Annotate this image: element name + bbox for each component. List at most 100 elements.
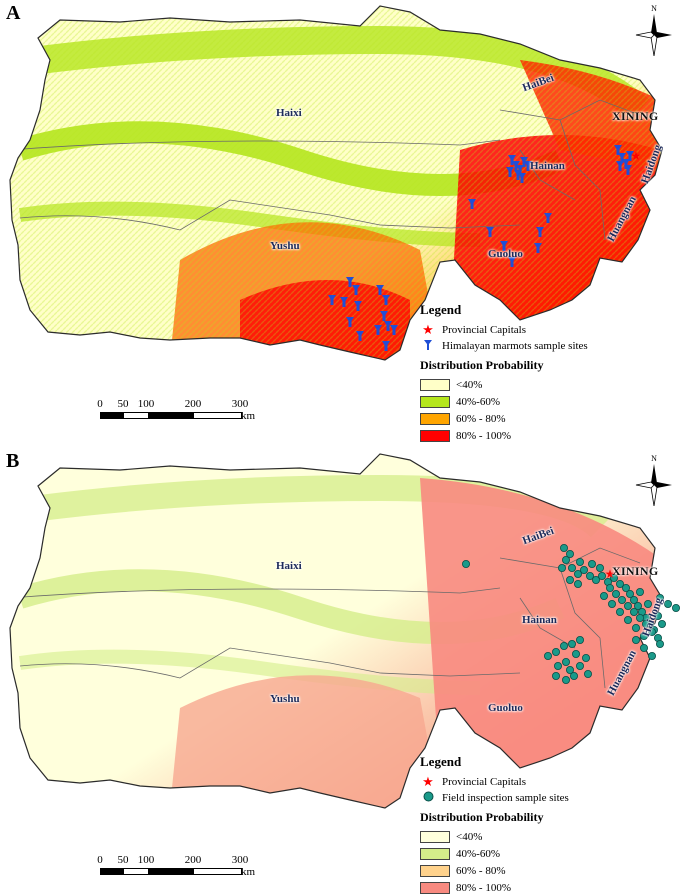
teal-circle-icon [658, 619, 667, 628]
scale-bar-b: 0 50 100 200 300 km [97, 854, 260, 878]
marmot-pin-icon [518, 173, 526, 183]
teal-circle-icon [558, 564, 567, 573]
class-label: <40% [456, 830, 483, 843]
teal-circle-icon [572, 649, 581, 658]
marmot-pin-icon [508, 257, 516, 267]
teal-circle-icon [576, 661, 585, 670]
legend-class-row: 40%-60% [420, 393, 588, 410]
teal-circle-icon [582, 653, 591, 662]
teal-circle-icon [598, 572, 607, 581]
teal-circle-icon [644, 599, 653, 608]
panel-a: ★ A Haixi HaiBei XINING Haidong Hainan H… [0, 0, 685, 447]
teal-circle-icon [562, 657, 571, 666]
place-label-guoluo: Guoluo [488, 702, 523, 714]
class-label: 40%-60% [456, 395, 500, 408]
teal-circle-icon [596, 564, 605, 573]
scale-tick: 200 [184, 398, 202, 410]
teal-circle-icon [632, 623, 641, 632]
map-b [9, 453, 663, 809]
marmot-pin-icon [626, 151, 634, 161]
marmot-pin-icon [380, 311, 388, 321]
class-label: 40%-60% [456, 847, 500, 860]
marmot-pin-icon [486, 227, 494, 237]
legend-b: Legend ★ Provincial Capitals Field inspe… [420, 754, 569, 896]
marmot-pin-icon [354, 301, 362, 311]
teal-circle-icon [461, 560, 470, 569]
teal-circle-icon [552, 671, 561, 680]
marmot-pin-icon [520, 157, 528, 167]
north-arrow: N [634, 454, 674, 507]
marmot-pin-icon [544, 213, 552, 223]
class-swatch [420, 378, 450, 391]
marmot-pin-icon [346, 277, 354, 287]
place-label-haixi: Haixi [276, 560, 302, 572]
teal-circle-icon [588, 560, 597, 569]
class-swatch [420, 395, 450, 408]
class-swatch [420, 847, 450, 860]
teal-circle-icon [570, 671, 579, 680]
legend-class-row: <40% [420, 828, 569, 845]
teal-circle-icon [600, 591, 609, 600]
marmot-pin-icon [508, 155, 516, 165]
teal-circle-icon [608, 599, 617, 608]
teal-circle-icon [562, 556, 571, 565]
teal-circle-icon [634, 601, 643, 610]
place-label-hainan: Hainan [522, 614, 557, 626]
panel-b: ★ B Haixi HaiBei XINING Haidong Hainan H… [0, 448, 685, 895]
marmot-pin-icon [616, 161, 624, 171]
teal-circle-icon [544, 651, 553, 660]
marmot-pin-icon [356, 331, 364, 341]
legend-sample-row: Himalayan marmots sample sites [420, 338, 588, 354]
teal-circle-icon [562, 675, 571, 684]
sample-sites-a: ★ [328, 145, 642, 351]
marmot-pin-icon [618, 153, 626, 163]
teal-circle-icon [656, 593, 665, 602]
class-label: 80% - 100% [456, 881, 511, 894]
marmot-pin-icon [614, 145, 622, 155]
marmot-pin-icon [534, 243, 542, 253]
marmot-pin-icon [384, 321, 392, 331]
marmot-pin-icon [624, 165, 632, 175]
class-swatch [420, 830, 450, 843]
teal-circle-icon [574, 570, 583, 579]
marmot-pin-icon [374, 325, 382, 335]
place-label-xining: XINING [612, 109, 659, 123]
north-label: N [651, 454, 657, 463]
place-label-haixi: Haixi [276, 107, 302, 119]
legend-capital-row: ★ Provincial Capitals [420, 774, 569, 790]
class-swatch [420, 881, 450, 894]
class-label: <40% [456, 378, 483, 391]
marmot-pin-icon [468, 199, 476, 209]
legend-class-row: 40%-60% [420, 845, 569, 862]
teal-circle-icon [636, 587, 645, 596]
teal-circle-icon [636, 613, 645, 622]
marmot-pin-icon [536, 227, 544, 237]
teal-circle-icon [642, 619, 651, 628]
teal-circle-icon [622, 583, 631, 592]
teal-circle-icon [552, 647, 561, 656]
teal-circle-icon [574, 579, 583, 588]
teal-circle-icon [640, 643, 649, 652]
teal-circle-icon [566, 575, 575, 584]
teal-circle-icon [566, 550, 575, 559]
teal-circle-icon [560, 641, 569, 650]
red-star-icon: ★ [631, 149, 642, 163]
class-swatch [420, 864, 450, 877]
scale-tick: 200 [184, 854, 202, 866]
teal-circle-icon [420, 791, 436, 805]
place-label-guoluo: Guoluo [488, 248, 523, 260]
marmot-pin-icon [514, 170, 522, 180]
legend-dist-title: Distribution Probability [420, 810, 544, 824]
place-label-yushu: Yushu [270, 240, 300, 252]
scale-tick: 0 [97, 854, 103, 866]
place-label-yushu: Yushu [270, 693, 300, 705]
marmot-pin-icon [376, 285, 384, 295]
panel-letter: A [6, 2, 21, 24]
teal-circle-icon [584, 669, 593, 678]
legend-sample-row: Field inspection sample sites [420, 790, 569, 806]
scale-tick: 300 [231, 854, 249, 866]
north-arrow: N [634, 4, 674, 57]
teal-circle-icon [568, 564, 577, 573]
marmot-pin-icon [382, 295, 390, 305]
red-star-icon: ★ [422, 774, 434, 789]
